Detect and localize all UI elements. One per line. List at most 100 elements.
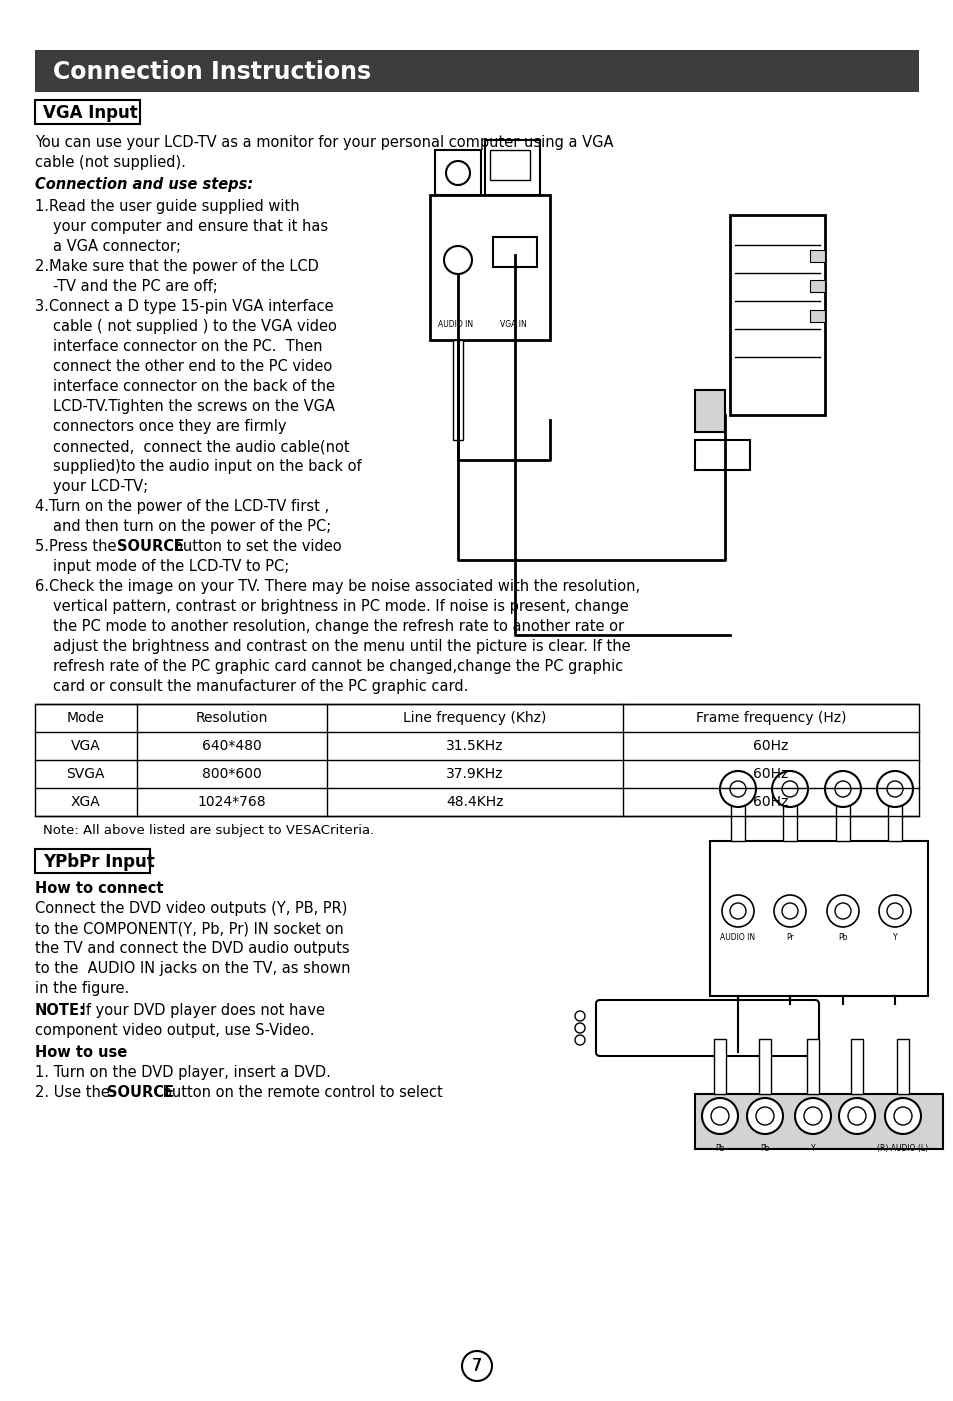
Text: You can use your LCD-TV as a monitor for your personal computer using a VGA: You can use your LCD-TV as a monitor for…	[35, 134, 613, 150]
Circle shape	[781, 780, 797, 797]
Bar	[713, 1040, 725, 1094]
Bar	[806, 1040, 818, 1094]
Circle shape	[461, 1351, 492, 1381]
Text: vertical pattern, contrast or brightness in PC mode. If noise is present, change: vertical pattern, contrast or brightness…	[53, 600, 628, 614]
Circle shape	[773, 895, 805, 927]
Text: VGA IN: VGA IN	[499, 319, 526, 329]
Text: the PC mode to another resolution, change the refresh rate to another rate or: the PC mode to another resolution, chang…	[53, 619, 623, 635]
Circle shape	[838, 1098, 874, 1133]
FancyBboxPatch shape	[596, 1000, 818, 1056]
Text: AUDIO IN: AUDIO IN	[437, 319, 473, 329]
Text: XGA: XGA	[71, 794, 101, 808]
Text: 2. Use the: 2. Use the	[35, 1084, 114, 1100]
Text: 31.5KHz: 31.5KHz	[446, 738, 503, 752]
FancyBboxPatch shape	[35, 99, 140, 125]
Circle shape	[446, 161, 470, 185]
Text: (R) AUDIO (L): (R) AUDIO (L)	[877, 1145, 927, 1153]
Text: 7: 7	[471, 1358, 482, 1374]
Text: your LCD-TV;: your LCD-TV;	[53, 479, 148, 495]
Bar	[809, 249, 824, 262]
Circle shape	[826, 895, 858, 927]
Bar	[435, 150, 480, 195]
Bar	[896, 1040, 908, 1094]
Circle shape	[755, 1107, 773, 1125]
Bar	[35, 50, 918, 92]
Circle shape	[893, 1107, 911, 1125]
Text: in the figure.: in the figure.	[35, 981, 129, 996]
Text: AUDIO IN: AUDIO IN	[720, 933, 755, 941]
Text: 6.Check the image on your TV. There may be noise associated with the resolution,: 6.Check the image on your TV. There may …	[35, 579, 639, 594]
Text: your computer and ensure that it has: your computer and ensure that it has	[53, 219, 328, 234]
Circle shape	[721, 895, 753, 927]
Text: a VGA connector;: a VGA connector;	[53, 240, 181, 254]
Bar	[835, 799, 849, 841]
Bar	[695, 440, 749, 469]
Text: How to use: How to use	[35, 1045, 127, 1061]
Text: LCD-TV.Tighten the screws on the VGA: LCD-TV.Tighten the screws on the VGA	[53, 399, 335, 415]
Text: Y: Y	[810, 1145, 815, 1153]
Text: Line frequency (Khz): Line frequency (Khz)	[403, 710, 546, 724]
Circle shape	[710, 1107, 728, 1125]
Text: supplied)to the audio input on the back of: supplied)to the audio input on the back …	[53, 460, 361, 474]
Text: Pb: Pb	[715, 1145, 724, 1153]
Text: adjust the brightness and contrast on the menu until the picture is clear. If th: adjust the brightness and contrast on th…	[53, 639, 630, 654]
Circle shape	[794, 1098, 830, 1133]
Text: 7: 7	[472, 1359, 481, 1373]
Text: the TV and connect the DVD audio outputs: the TV and connect the DVD audio outputs	[35, 941, 349, 955]
Bar	[782, 799, 796, 841]
Circle shape	[443, 247, 472, 275]
Text: interface connector on the back of the: interface connector on the back of the	[53, 380, 335, 394]
Text: YPbPr Input: YPbPr Input	[43, 853, 154, 871]
Bar	[493, 237, 537, 268]
Text: Connect the DVD video outputs (Y, PB, PR): Connect the DVD video outputs (Y, PB, PR…	[35, 901, 347, 916]
Text: 48.4KHz: 48.4KHz	[446, 794, 503, 808]
Text: 2.Make sure that the power of the LCD: 2.Make sure that the power of the LCD	[35, 259, 318, 275]
Circle shape	[878, 895, 910, 927]
Text: 800*600: 800*600	[202, 766, 261, 780]
Text: refresh rate of the PC graphic card cannot be changed,change the PC graphic: refresh rate of the PC graphic card cann…	[53, 658, 622, 674]
Text: How to connect: How to connect	[35, 881, 163, 897]
Text: and then turn on the power of the PC;: and then turn on the power of the PC;	[53, 518, 331, 534]
Text: 1.Read the user guide supplied with: 1.Read the user guide supplied with	[35, 199, 299, 214]
Circle shape	[701, 1098, 738, 1133]
Bar	[695, 389, 724, 432]
Text: card or consult the manufacturer of the PC graphic card.: card or consult the manufacturer of the …	[53, 679, 468, 693]
Circle shape	[729, 780, 745, 797]
Circle shape	[781, 904, 797, 919]
Bar	[35, 703, 918, 815]
Text: VGA Input: VGA Input	[43, 104, 137, 122]
Text: Frame frequency (Hz): Frame frequency (Hz)	[695, 710, 845, 724]
Text: cable ( not supplied ) to the VGA video: cable ( not supplied ) to the VGA video	[53, 319, 336, 333]
Text: SOURCE: SOURCE	[107, 1084, 173, 1100]
Text: Connection Instructions: Connection Instructions	[53, 60, 371, 84]
Text: connectors once they are firmly: connectors once they are firmly	[53, 419, 286, 434]
Bar	[730, 799, 744, 841]
Bar	[809, 280, 824, 291]
Bar	[759, 1040, 770, 1094]
Text: button to set the video: button to set the video	[169, 539, 341, 553]
Text: Note: All above listed are subject to VESACriteria.: Note: All above listed are subject to VE…	[43, 824, 374, 836]
Bar	[695, 1094, 942, 1149]
Text: to the  AUDIO IN jacks on the TV, as shown: to the AUDIO IN jacks on the TV, as show…	[35, 961, 350, 976]
Text: Pr: Pr	[785, 933, 793, 941]
Circle shape	[884, 1098, 920, 1133]
Text: SVGA: SVGA	[67, 766, 105, 780]
Circle shape	[876, 771, 912, 807]
Text: 1. Turn on the DVD player, insert a DVD.: 1. Turn on the DVD player, insert a DVD.	[35, 1065, 331, 1080]
Circle shape	[834, 780, 850, 797]
Circle shape	[847, 1107, 865, 1125]
Text: 60Hz: 60Hz	[753, 738, 788, 752]
Text: Pb: Pb	[838, 933, 847, 941]
Text: cable (not supplied).: cable (not supplied).	[35, 156, 186, 170]
Text: Mode: Mode	[67, 710, 105, 724]
Bar	[809, 310, 824, 322]
Text: 640*480: 640*480	[202, 738, 261, 752]
Circle shape	[720, 771, 755, 807]
Text: 3.Connect a D type 15-pin VGA interface: 3.Connect a D type 15-pin VGA interface	[35, 298, 334, 314]
Text: Pb: Pb	[760, 1145, 769, 1153]
Circle shape	[575, 1023, 584, 1033]
Text: 1024*768: 1024*768	[197, 794, 266, 808]
Text: NOTE:: NOTE:	[35, 1003, 86, 1019]
Text: Connection and use steps:: Connection and use steps:	[35, 177, 253, 192]
Circle shape	[575, 1012, 584, 1021]
